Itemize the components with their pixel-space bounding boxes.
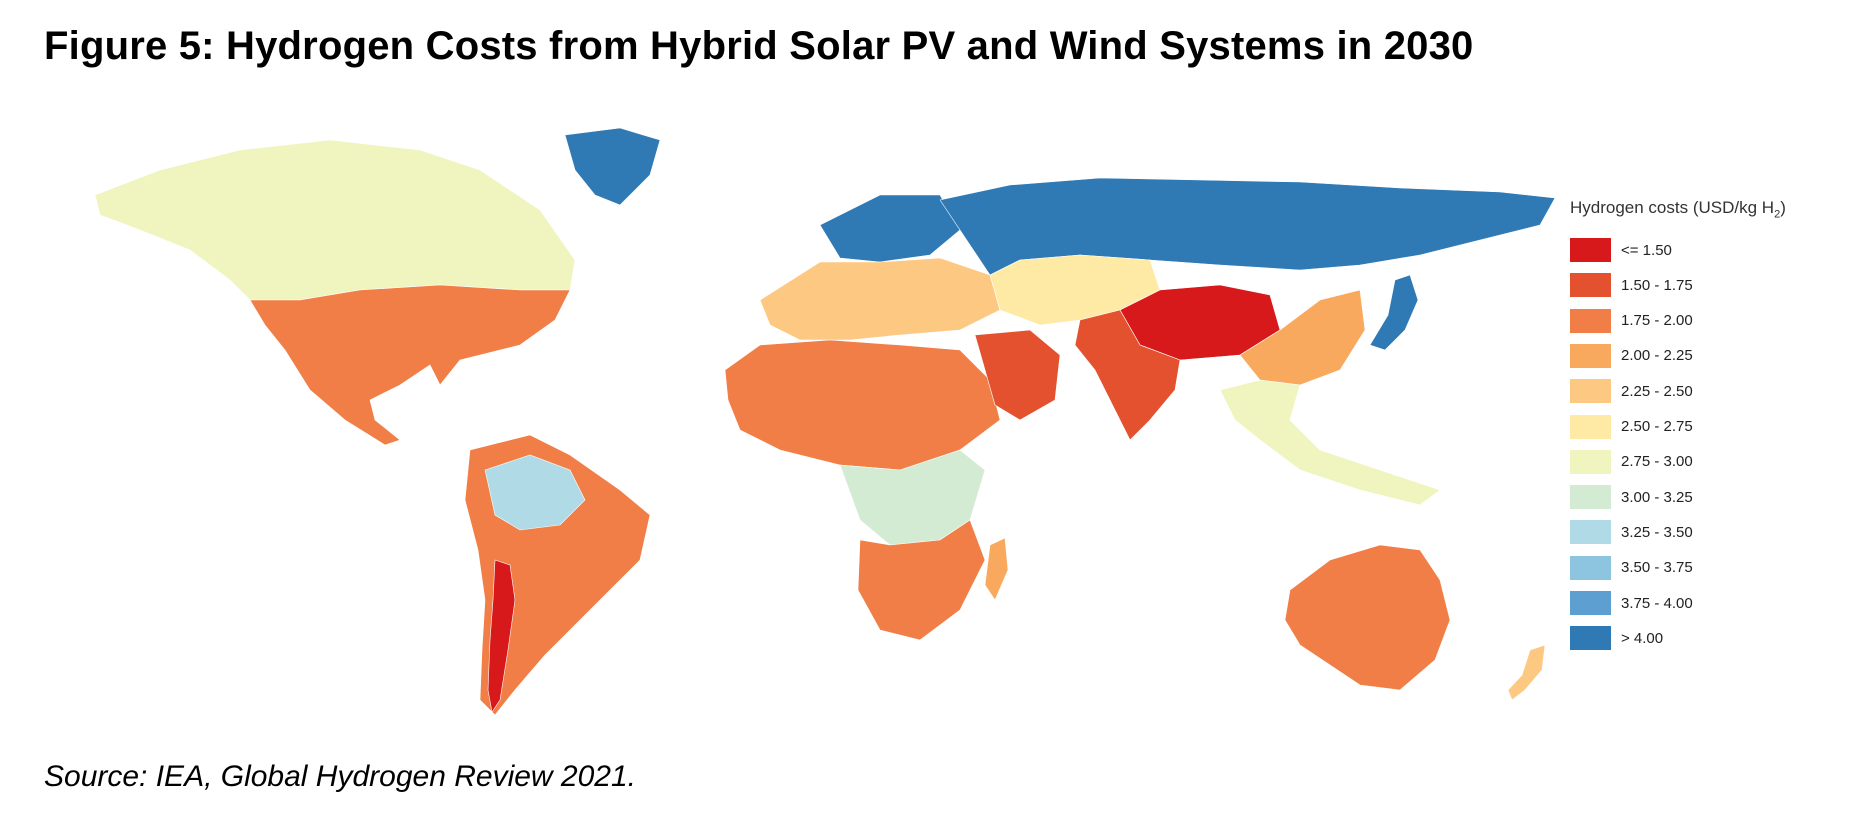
legend-swatch	[1570, 414, 1611, 439]
legend-swatch	[1570, 273, 1611, 298]
map-region-southeast-asia	[1219, 379, 1441, 506]
map-region-north-africa	[724, 339, 1001, 471]
map-region-india	[1074, 309, 1181, 441]
legend-label: 3.00 - 3.25	[1621, 488, 1693, 506]
legend-label: 3.50 - 3.75	[1621, 559, 1693, 577]
legend-label: 1.75 - 2.00	[1621, 312, 1693, 330]
legend-swatch	[1570, 626, 1611, 651]
map-region-australia	[1284, 544, 1451, 691]
world-map	[94, 127, 1556, 716]
map-region-new-zealand	[1507, 644, 1546, 701]
legend-swatch	[1570, 520, 1611, 545]
map-region-amazon	[484, 454, 586, 531]
map-africa	[724, 329, 1061, 641]
legend-item: 3.00 - 3.25	[1570, 479, 1840, 514]
legend-item: 2.50 - 2.75	[1570, 409, 1840, 444]
legend-item: 3.25 - 3.50	[1570, 515, 1840, 550]
legend-item: 3.75 - 4.00	[1570, 585, 1840, 620]
legend-item: 2.00 - 2.25	[1570, 338, 1840, 373]
legend-swatch	[1570, 308, 1611, 333]
legend-swatch	[1570, 343, 1611, 368]
legend-item: <= 1.50	[1570, 232, 1840, 267]
legend-swatch	[1570, 591, 1611, 615]
legend-label: 3.75 - 4.00	[1621, 594, 1693, 612]
legend-swatch	[1570, 485, 1611, 510]
legend-label: 1.50 - 1.75	[1621, 276, 1693, 294]
map-region-southern-europe	[759, 257, 1001, 341]
legend-title-suffix: )	[1780, 198, 1786, 217]
legend-item: 1.75 - 2.00	[1570, 303, 1840, 338]
map-region-madagascar	[984, 537, 1009, 601]
map-europe	[759, 194, 1001, 341]
legend-label: 2.25 - 2.50	[1621, 382, 1693, 400]
legend-label: <= 1.50	[1621, 241, 1672, 259]
legend-item: 2.75 - 3.00	[1570, 444, 1840, 479]
map-region-japan	[1369, 274, 1419, 351]
map-oceania	[1284, 544, 1546, 701]
legend-label: 2.50 - 2.75	[1621, 418, 1693, 436]
map-region-northern-europe	[819, 194, 961, 263]
map-region-canada	[94, 139, 576, 301]
map-south-america	[464, 434, 651, 716]
legend-swatch	[1570, 379, 1611, 404]
legend-item: 1.50 - 1.75	[1570, 268, 1840, 303]
map-region-andes	[487, 559, 516, 713]
legend-swatch	[1570, 449, 1611, 474]
map-region-usa-mexico	[249, 284, 571, 446]
legend-rows: <= 1.50 1.50 - 1.75 1.75 - 2.00 2.00 - 2.25…	[1570, 232, 1840, 656]
map-north-america	[94, 127, 661, 446]
legend-swatch	[1570, 555, 1611, 580]
map-region-arabia	[974, 329, 1061, 421]
legend-label: 2.75 - 3.00	[1621, 453, 1693, 471]
legend-title-subscript: 2	[1774, 208, 1781, 221]
legend: Hydrogen costs (USD/kg H2) <= 1.50 1.50 -…	[1570, 198, 1840, 656]
legend-label: 3.25 - 3.50	[1621, 523, 1693, 541]
legend-title: Hydrogen costs (USD/kg H2)	[1570, 198, 1840, 220]
figure-title: Figure 5: Hydrogen Costs from Hybrid Sol…	[44, 24, 1474, 68]
legend-label: > 4.00	[1621, 629, 1664, 647]
legend-title-prefix: Hydrogen costs (USD/kg H	[1570, 198, 1775, 217]
legend-label: 2.00 - 2.25	[1621, 347, 1693, 365]
legend-item: 3.50 - 3.75	[1570, 550, 1840, 585]
legend-swatch	[1570, 238, 1611, 263]
map-asia	[939, 177, 1556, 506]
source-note: Source: IEA, Global Hydrogen Review 2021…	[44, 760, 636, 793]
legend-item: > 4.00	[1570, 621, 1840, 656]
legend-item: 2.25 - 2.50	[1570, 374, 1840, 409]
map-region-greenland	[564, 127, 661, 206]
map-region-southern-africa	[857, 519, 986, 641]
